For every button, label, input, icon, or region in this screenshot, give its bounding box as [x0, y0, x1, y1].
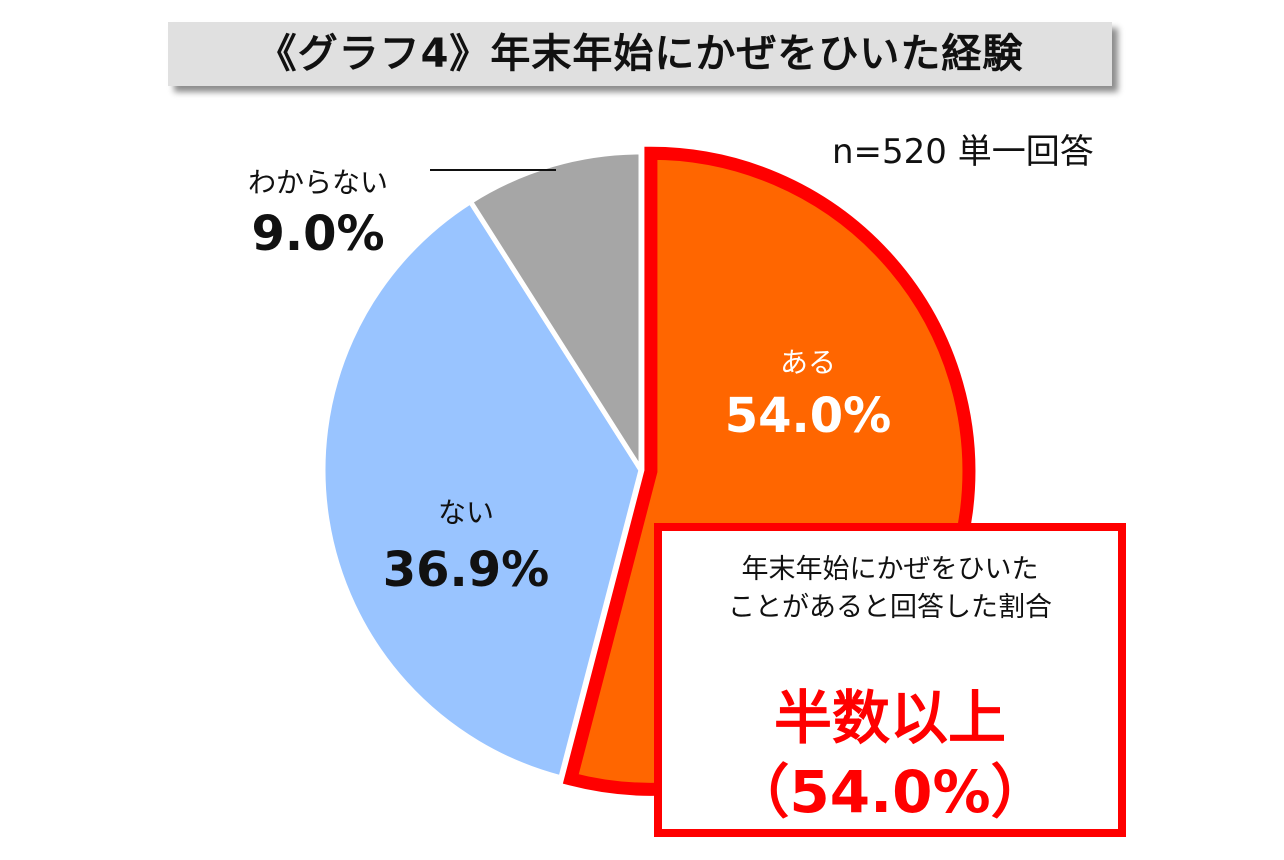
callout-description: 年末年始にかぜをひいた ことがあると回答した割合	[662, 551, 1118, 627]
callout-line-1: 年末年始にかぜをひいた	[741, 554, 1039, 585]
chart-title: 《グラフ4》年末年始にかぜをひいた経験	[256, 31, 1024, 77]
slice-value-wakaranai: 9.0%	[251, 206, 384, 262]
slice-value-aru: 54.0%	[725, 388, 892, 444]
pie-slice-wakaranai	[467, 149, 644, 473]
slice-label-nai: ない	[438, 496, 494, 529]
slice-label-wakaranai: わからない	[248, 166, 388, 199]
slice-labels: ある 54.0% ない 36.9% わからない 9.0%	[248, 166, 891, 598]
slice-label-aru: ある	[780, 346, 836, 379]
slice-value-nai: 36.9%	[383, 542, 550, 598]
sample-size-note: n=520 単一回答	[832, 132, 1094, 172]
callout-headline: 半数以上	[773, 684, 1006, 752]
callout-line-2: ことがあると回答した割合	[728, 592, 1052, 623]
callout-box: 年末年始にかぜをひいた ことがあると回答した割合 半数以上 （54.0%）	[654, 523, 1126, 837]
chart-title-bar: 《グラフ4》年末年始にかぜをひいた経験	[168, 22, 1112, 86]
callout-value: （54.0%）	[731, 758, 1049, 826]
